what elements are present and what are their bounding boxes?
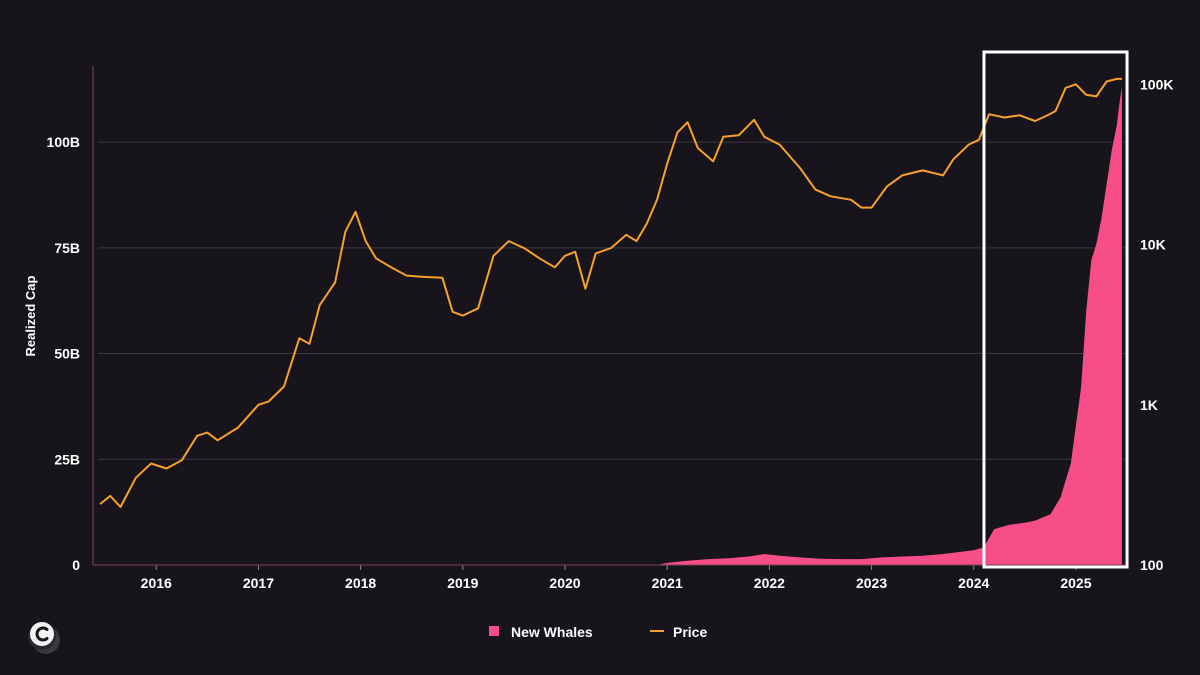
y-left-tick-label: 0 bbox=[72, 557, 80, 573]
highlight-box-layer bbox=[982, 50, 1129, 569]
price-line bbox=[99, 77, 1122, 508]
legend: New Whales Price bbox=[489, 624, 707, 640]
legend-label-price: Price bbox=[673, 624, 707, 640]
x-tick-label: 2017 bbox=[243, 575, 274, 591]
y-left-tick-label: 75B bbox=[54, 240, 80, 256]
y-left-tick-label: 100B bbox=[47, 134, 80, 150]
tick-labels: 0 25B 50B 75B 100B 100 1K 10K 100K 2016 2017 2018 20… bbox=[47, 76, 1174, 591]
y-left-tick-label: 25B bbox=[54, 451, 80, 467]
y-right-tick-label: 100K bbox=[1140, 76, 1173, 92]
y-left-tick-label: 50B bbox=[54, 346, 80, 362]
legend-swatch-new-whales bbox=[489, 626, 499, 636]
y-axis-title: Realized Cap bbox=[23, 275, 38, 356]
x-tick-label: 2020 bbox=[549, 575, 580, 591]
x-tick-label: 2016 bbox=[141, 575, 172, 591]
x-tick-label: 2024 bbox=[958, 575, 989, 591]
y-right-tick-label: 1K bbox=[1140, 397, 1158, 413]
x-tick-label: 2021 bbox=[652, 575, 683, 591]
y-right-tick-label: 10K bbox=[1140, 237, 1166, 253]
x-tick-label: 2022 bbox=[754, 575, 785, 591]
x-tick-label: 2023 bbox=[856, 575, 887, 591]
x-tick-label: 2025 bbox=[1060, 575, 1091, 591]
y-right-tick-label: 100 bbox=[1140, 557, 1164, 573]
new-whales-area bbox=[100, 87, 1122, 565]
price-line-layer bbox=[99, 77, 1122, 508]
x-tick-label: 2019 bbox=[447, 575, 478, 591]
highlight-box bbox=[982, 50, 1129, 569]
new-whales-area-layer bbox=[100, 87, 1122, 565]
axes bbox=[92, 66, 1125, 570]
legend-label-new-whales: New Whales bbox=[511, 624, 593, 640]
x-tick-label: 2018 bbox=[345, 575, 376, 591]
copyright-c-icon bbox=[28, 622, 60, 654]
